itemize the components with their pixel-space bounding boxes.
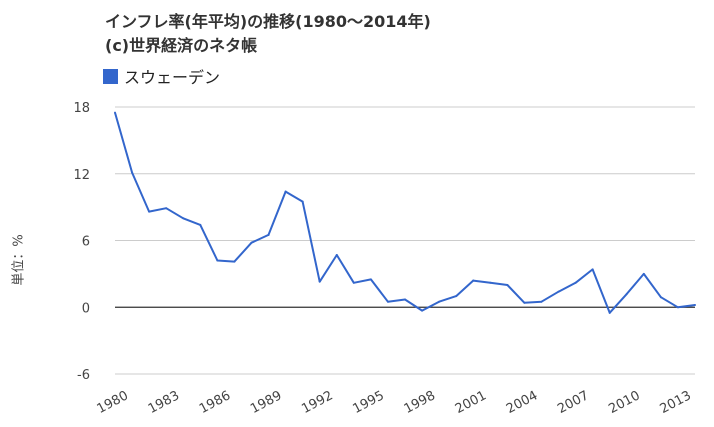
data-point [557, 290, 560, 293]
data-point [199, 223, 202, 226]
data-point [438, 300, 441, 303]
data-point [574, 281, 577, 284]
data-point [608, 311, 611, 314]
data-point [369, 278, 372, 281]
data-point [301, 200, 304, 203]
series-layer [114, 111, 696, 314]
data-point [625, 292, 628, 295]
chart-title: インフレ率(年平均)の推移(1980～2014年) [105, 12, 431, 31]
chart-subtitle: (c)世界経済のネタ帳 [105, 36, 258, 55]
x-tick-label: 1995 [350, 388, 386, 417]
data-point [404, 298, 406, 301]
y-tick-labels: 18 12 6 0 -6 [73, 101, 90, 383]
legend-swatch [103, 68, 118, 84]
data-point [182, 217, 185, 220]
data-point [472, 279, 475, 282]
data-point [148, 210, 151, 213]
x-tick-labels: 1980 1983 1986 1989 1992 1995 1998 2001 2004 2007… [95, 388, 694, 417]
data-point [642, 272, 645, 275]
x-tick-label: 1989 [248, 388, 284, 417]
data-point [523, 301, 526, 304]
data-point [421, 309, 424, 312]
y-tick-label: -6 [77, 368, 90, 383]
data-point [131, 171, 134, 174]
data-point [540, 300, 543, 303]
x-tick-label: 1998 [402, 388, 438, 417]
data-point [352, 281, 355, 284]
data-point [216, 259, 219, 262]
x-tick-label: 2010 [606, 388, 642, 417]
data-point [489, 281, 492, 284]
x-tick-label: 1986 [197, 388, 233, 417]
data-point [676, 306, 679, 309]
gridlines [115, 106, 695, 375]
data-point [267, 233, 270, 236]
x-tick-label: 1992 [299, 388, 335, 417]
data-point [659, 296, 662, 299]
data-point [694, 304, 696, 307]
x-tick-label: 2013 [658, 388, 694, 417]
x-tick-label: 2001 [453, 388, 489, 417]
data-point [386, 300, 389, 303]
data-point [233, 260, 236, 263]
x-tick-label: 2007 [555, 388, 591, 417]
legend: スウェーデン [103, 64, 220, 88]
data-point [591, 268, 594, 271]
series-line [114, 112, 696, 314]
data-point [318, 280, 321, 283]
x-tick-label: 1983 [146, 388, 182, 417]
y-tick-label: 6 [82, 235, 90, 250]
data-point [506, 284, 509, 286]
legend-label: スウェーデン [124, 68, 221, 87]
y-tick-label: 12 [73, 168, 90, 183]
data-point [455, 295, 458, 298]
y-tick-label: 0 [82, 301, 90, 316]
x-tick-label: 2004 [504, 388, 540, 417]
data-point [114, 111, 116, 114]
data-point [250, 241, 253, 244]
y-tick-label: 18 [73, 101, 90, 116]
data-point [284, 190, 287, 193]
data-point [335, 253, 338, 256]
x-tick-label: 1980 [95, 388, 131, 417]
data-point [165, 207, 168, 210]
